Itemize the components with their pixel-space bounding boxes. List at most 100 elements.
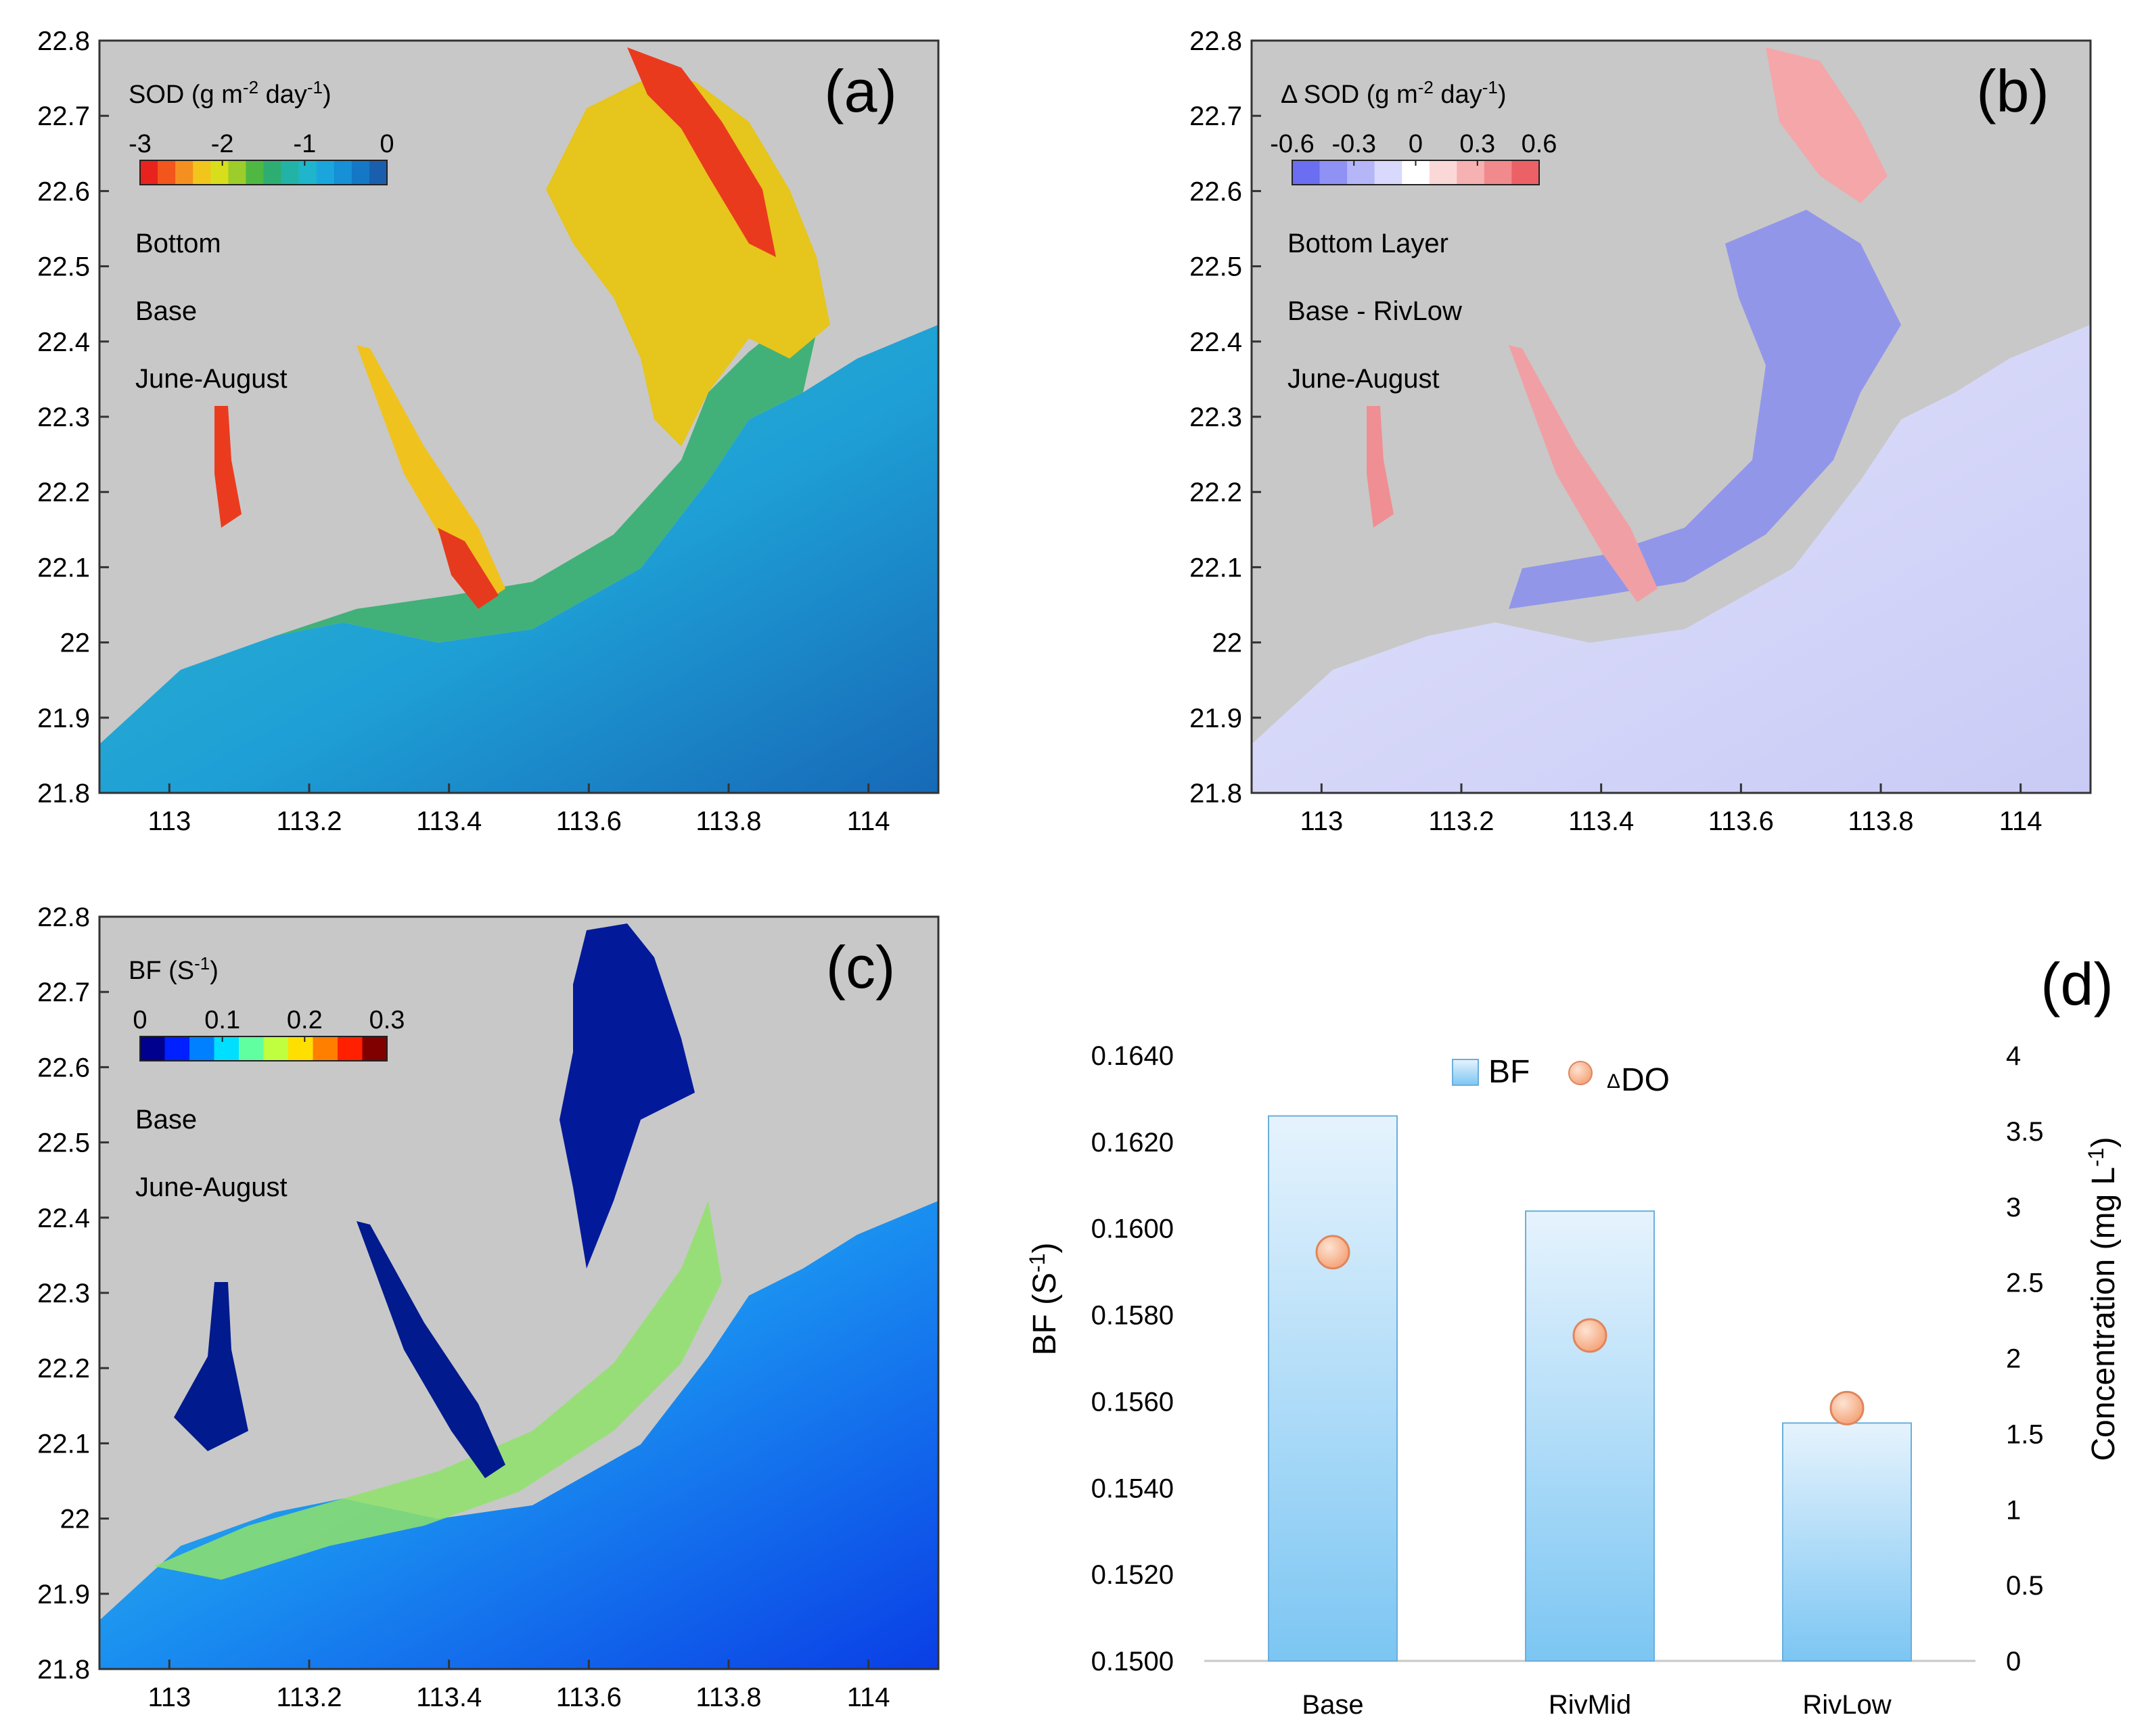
y-tick-label: 22.8 [37,26,90,56]
y-tick-label: 22.6 [37,177,90,206]
colorbar: -0.6 -0.3 0 0.3 0.6 [1270,130,1557,185]
x-tick-label: 113.8 [695,806,761,836]
y-tick-label: 22.7 [1189,101,1242,131]
estuary-upper [546,81,830,447]
colorbar-tick-label: -2 [211,130,234,158]
y-tick-label: 22.5 [37,1128,90,1158]
x-tick-label: 113.6 [556,1683,622,1712]
colorbar-segment [369,160,388,185]
colorbar-segment [1457,160,1485,185]
panel-label: (c) [826,934,896,1001]
x-tick-label: 113.2 [276,806,342,836]
colorbar-segment [316,160,335,185]
x-category-label: RivMid [1549,1690,1631,1720]
annotation-text: Base [135,1105,197,1135]
annotation-text: Bottom Layer [1287,229,1448,258]
x-tick-label: 113.2 [276,1683,342,1712]
colorbar-tick-label: 0.6 [1522,130,1557,158]
colorbar-segment [281,160,300,185]
colorbar-frame [139,160,388,185]
middle-channel-positive [1509,345,1658,602]
y-tick-label: 22.5 [1189,252,1242,282]
colorbar-title: BF (S-1) [129,953,219,985]
y-tick-label: 21.8 [1189,779,1242,808]
y-axis: 22.8 22.7 22.6 22.5 22.4 22.3 22.2 22.1 22 21.9 21… [1189,26,1261,808]
y-tick-label: 22.5 [37,252,90,282]
y-right-tick-label: 1.5 [2006,1419,2044,1449]
y-tick-label: 22.2 [37,1354,90,1384]
annotation-text: June-August [1287,364,1440,394]
x-tick-label: 113.4 [1568,806,1634,836]
x-tick-label: 113.8 [695,1683,761,1712]
panel-label: (d) [2040,951,2114,1018]
y-left-tick-label: 0.1560 [1091,1387,1174,1417]
colorbar-segment [239,1036,264,1061]
x-tick-label: 114 [1999,806,2042,836]
colorbar-segment [228,160,246,185]
y-left-tick-label: 0.1640 [1091,1041,1174,1071]
plot-frame [98,39,940,794]
y-right-tick-label: 4 [2006,1041,2021,1071]
x-category-label: RivLow [1802,1690,1891,1720]
y-axis-left-label: BF (S-1) [1025,1242,1063,1355]
estuary-upper [560,923,695,1269]
x-tick-label: 113.4 [416,806,482,836]
y-tick-label: 22 [1212,629,1243,658]
annotation-text: June-August [135,1172,288,1202]
x-tick-label: 113.6 [1708,806,1774,836]
x-tick-label: 113.2 [1428,806,1494,836]
y-tick-label: 22.4 [37,327,90,357]
western-channel [214,406,242,528]
y-tick-label: 22.3 [37,403,90,432]
y-tick-label: 21.8 [37,1655,90,1685]
colorbar-segment [313,1036,338,1061]
western-channel-positive [1367,406,1394,528]
colorbar-segment [210,160,229,185]
annotation-text: June-August [135,364,288,394]
y-tick-label: 22.8 [37,903,90,932]
x-axis: 113 113.2 113.4 113.6 113.8 114 [147,783,890,836]
annotations: Base June-August [135,1105,288,1202]
point-do [1315,1235,1350,1270]
colorbar-title: Δ SOD (g m-2 day-1) [1281,77,1506,109]
y-tick-label: 21.9 [1189,704,1242,733]
bar-bf [1525,1210,1655,1662]
legend-bf-label: BF [1488,1054,1530,1090]
colorbar-segment [1347,160,1375,185]
y-tick-label: 22.3 [1189,403,1242,432]
colorbar-tick-label: -3 [129,130,152,158]
y-left-tick-label: 0.1520 [1091,1560,1174,1590]
y-tick-label: 22.6 [1189,177,1242,206]
estuary-negative [1509,210,1901,609]
y-right-tick-label: 0.5 [2006,1571,2044,1601]
colorbar-tick-label: -0.6 [1270,130,1314,158]
annotation-text: Base [135,296,197,326]
colorbar-segment [338,1036,363,1061]
legend: BF Δ DO [1452,1054,1670,1098]
x-axis: 113 113.2 113.4 113.6 113.8 114 [147,1660,890,1712]
y-right-tick-label: 3 [2006,1193,2021,1223]
x-tick-label: 114 [847,806,890,836]
bar-bf [1782,1422,1912,1662]
y-tick-label: 22.8 [1189,26,1242,56]
x-tick-label: 113.8 [1848,806,1913,836]
annotation-text: Base - RivLow [1287,296,1462,326]
y-tick-label: 21.8 [37,779,90,808]
colorbar-segment [246,160,264,185]
panel-a: 113 113.2 113.4 113.6 113.8 114 22.822.722.62… [37,26,940,836]
colorbar: -3 -2 -1 0 [129,130,394,185]
colorbar-tick-label: 0 [380,130,394,158]
estuary-shelf [275,325,817,643]
y-left-tick-label: 0.1580 [1091,1301,1174,1331]
western-channel [174,1282,248,1451]
x-tick-label: 113.6 [556,806,622,836]
y-tick-label: 22.1 [37,1429,90,1459]
plot-frame [1250,39,2092,794]
annotations: Bottom Layer Base - RivLow June-August [1287,229,1462,394]
mixing-zone [154,1201,722,1580]
x-tick-label: 113 [1300,806,1343,836]
colorbar-tick-label: 0 [1409,130,1423,158]
legend-bf-swatch [1452,1059,1479,1086]
colorbar-segment [298,160,317,185]
